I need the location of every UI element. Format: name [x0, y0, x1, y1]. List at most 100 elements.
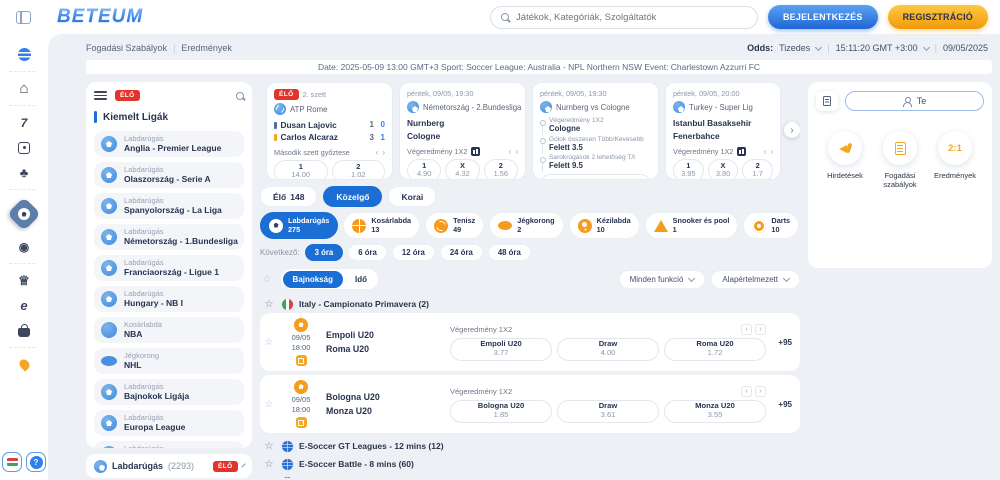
help-button[interactable]: ? — [26, 452, 46, 472]
featured-card[interactable]: ÉLŐ 2. szett ATP Rome Dusan Lajovic 1 0 Carlos… — [266, 82, 393, 180]
odd-button[interactable]: Empoli U20 3.77 — [450, 337, 552, 361]
favorites-icon[interactable]: ☆ — [262, 273, 272, 285]
odd-button[interactable]: 1 14.00 — [274, 159, 328, 179]
rail-item-dice-games[interactable] — [9, 135, 39, 160]
odd-button[interactable]: Draw 4.00 — [557, 337, 659, 361]
timezone-select[interactable]: 15:11:20 GMT +3:00 — [835, 43, 918, 53]
next-market-arrow[interactable]: › — [515, 146, 518, 156]
language-button[interactable] — [2, 452, 22, 472]
search-icon[interactable] — [236, 91, 244, 100]
odd-button[interactable]: 2 1.02 — [331, 159, 385, 179]
sidebar-toggle-icon[interactable] — [16, 10, 31, 24]
all-soccer-row[interactable]: Labdarúgás (2293) ÉLŐ — [86, 454, 252, 478]
league-header-row[interactable]: ☆ E-Soccer GT Leagues - 12 mins (12) — [260, 437, 800, 455]
shortcut-score[interactable]: 2:1 Eredmények — [928, 131, 982, 190]
sport-tab-handball[interactable]: Kézilabda 10 — [568, 212, 640, 239]
match-tracker-icon[interactable] — [295, 355, 307, 366]
odd-button[interactable]: 2 1.7 — [742, 158, 774, 179]
time-filter-6óra[interactable]: 6 óra — [348, 244, 387, 261]
live-badge[interactable]: ÉLŐ — [115, 90, 140, 101]
more-markets-link[interactable]: +95 — [778, 337, 792, 347]
favorite-star-icon[interactable]: ☆ — [264, 398, 274, 410]
tab-élő[interactable]: Élő 148 — [260, 186, 318, 207]
competition-row[interactable]: Nurnberg vs Cologne — [540, 101, 651, 113]
next-market-arrow[interactable]: › — [770, 146, 773, 156]
shortcut-megaphone[interactable]: Hirdetések — [818, 131, 872, 190]
breadcrumb-rules[interactable]: Fogadási Szabályok — [86, 43, 168, 53]
tab-közelgő[interactable]: Közelgő — [323, 186, 383, 207]
odd-button[interactable]: Bologna U20 1.85 — [450, 399, 552, 423]
breadcrumb-results[interactable]: Eredmények — [181, 43, 232, 53]
sidebar-league-item[interactable]: Labdarúgás Europa League — [94, 410, 244, 436]
prev-market-arrow[interactable]: ‹ — [741, 323, 752, 335]
profile-button[interactable]: Te — [845, 91, 984, 111]
featured-card[interactable]: péntek, 09/05, 20:00 Turkey - Super Lig Is… — [665, 82, 781, 180]
sport-tab-snooker[interactable]: Snooker és pool 1 — [644, 212, 739, 239]
prev-market-arrow[interactable]: ‹ — [741, 385, 752, 397]
odd-button[interactable]: 1 4.90 — [407, 158, 442, 179]
global-search[interactable] — [489, 5, 758, 29]
sidebar-league-item[interactable]: Labdarúgás Olaszország - Serie A — [94, 162, 244, 188]
odd-button[interactable]: X 3.80 — [707, 158, 739, 179]
sort-tab-bajnokság[interactable]: Bajnokság — [282, 270, 343, 288]
odd-button[interactable]: Monza U20 3.55 — [664, 399, 766, 423]
odd-button[interactable]: Roma U20 1.72 — [664, 337, 766, 361]
match-teams[interactable]: Bologna U20 Monza U20 — [326, 390, 446, 418]
time-filter-12óra[interactable]: 12 óra — [391, 244, 435, 261]
sort-tab-idő[interactable]: Idő — [354, 274, 367, 284]
prev-market-arrow[interactable]: ‹ — [508, 146, 512, 156]
market-filter-dropdown[interactable]: Minden funkció — [618, 269, 706, 289]
rail-item-home[interactable]: ⌂ — [9, 76, 39, 101]
sort-dropdown[interactable]: Alapértelmezett — [711, 269, 800, 289]
odd-button[interactable]: 2 1.56 — [483, 158, 518, 179]
sidebar-league-item[interactable]: Labdarúgás Hungary - NB I — [94, 286, 244, 312]
rail-item-casino-chip[interactable] — [9, 42, 39, 67]
league-header-row[interactable]: ☆ Italy - Campionato Primavera (2) — [260, 295, 800, 313]
competition-row[interactable]: ATP Rome — [274, 103, 385, 115]
favorite-star-icon[interactable]: ☆ — [264, 336, 274, 348]
rail-item-shop[interactable] — [9, 318, 39, 343]
rail-item-live-casino[interactable]: ◉ — [9, 234, 39, 259]
rail-item-poker[interactable]: ♣ — [9, 160, 39, 185]
featured-card[interactable]: péntek, 09/05, 19:30 Nurnberg vs Cologne V… — [532, 82, 659, 180]
favorite-star-icon[interactable]: ☆ — [264, 458, 274, 470]
sidebar-league-item[interactable]: Labdarúgás Franciaország - Ligue 1 — [94, 255, 244, 281]
sidebar-league-item[interactable]: Labdarúgás Bajnokok Ligája — [94, 379, 244, 405]
shortcut-rules[interactable]: Fogadási szabályok — [873, 131, 927, 190]
beteum-logo[interactable]: BETEUM — [57, 6, 144, 27]
sidebar-league-item[interactable]: Kosárlabda NBA — [94, 317, 244, 343]
sidebar-league-item[interactable]: Labdarúgás Spanyolország - La Liga — [94, 193, 244, 219]
featured-card[interactable]: péntek, 09/05, 19:30 Németország - 2.Bund… — [399, 82, 526, 180]
match-tracker-icon[interactable] — [295, 417, 307, 428]
time-filter-24óra[interactable]: 24 óra — [439, 244, 483, 261]
odd-button[interactable]: Draw 3.61 — [557, 399, 659, 423]
stats-icon[interactable] — [737, 146, 747, 156]
betslip-button[interactable] — [816, 91, 838, 111]
carousel-right-arrow[interactable]: › — [784, 122, 800, 138]
league-header-row[interactable]: ☆ E-Soccer Battle - 8 mins (60) — [260, 455, 800, 473]
sport-tab-puck[interactable]: Jégkorong 2 — [489, 212, 564, 239]
odd-button[interactable]: X 4.32 — [445, 158, 480, 179]
favorite-star-icon[interactable]: ☆ — [264, 298, 274, 310]
prev-market-arrow[interactable]: ‹ — [375, 147, 379, 157]
next-market-arrow[interactable]: › — [755, 323, 766, 335]
stats-icon[interactable] — [471, 146, 481, 156]
sport-tab-tennis[interactable]: Tenisz 49 — [425, 212, 485, 239]
sport-tab-basketball[interactable]: Kosárlabda 13 — [343, 212, 421, 239]
menu-icon[interactable] — [94, 91, 107, 100]
more-markets-link[interactable]: +95 — [778, 399, 792, 409]
sidebar-league-item[interactable]: Labdarúgás Németország - 1.Bundesliga — [94, 224, 244, 250]
rail-item-sports[interactable] — [7, 194, 41, 234]
prev-market-arrow[interactable]: ‹ — [763, 146, 767, 156]
league-header-row[interactable]: ☆ Brazil - Catarinense U20 (1) — [260, 473, 800, 478]
rail-item-tournaments[interactable]: ♕ — [9, 268, 39, 293]
time-filter-3óra[interactable]: 3 óra — [304, 244, 344, 261]
rail-item-esports[interactable]: e — [9, 293, 39, 318]
next-market-arrow[interactable]: › — [382, 147, 385, 157]
rail-item-promotions[interactable] — [9, 352, 39, 377]
sidebar-league-item[interactable]: Jégkorong NHL — [94, 348, 244, 374]
rail-item-slots[interactable]: 7 — [9, 110, 39, 135]
search-input[interactable] — [515, 11, 747, 23]
competition-row[interactable]: Németország - 2.Bundesliga — [407, 101, 521, 113]
